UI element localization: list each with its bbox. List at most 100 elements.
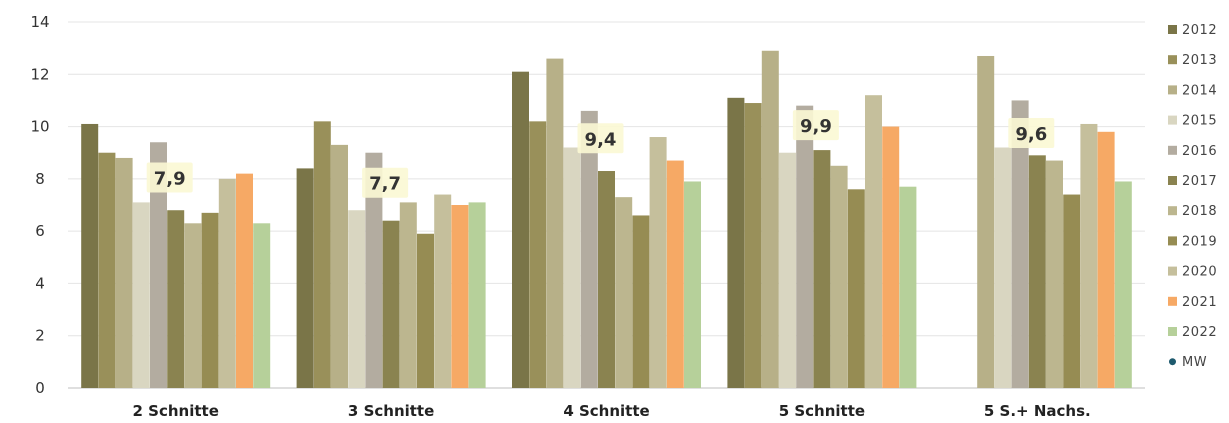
bar-2019-3 [847, 189, 865, 388]
legend-swatch-2012 [1168, 25, 1177, 34]
x-category-label: 4 Schnitte [563, 402, 649, 420]
legend-label: 2014 [1182, 83, 1217, 98]
bar-2013-1 [313, 121, 331, 388]
legend-label: 2021 [1182, 295, 1217, 310]
legend: 2012 2013 2014 2015 2016 2017 2018 2019 2020 2021… [1168, 23, 1217, 370]
legend-swatch-2019 [1168, 236, 1177, 246]
legend-label: 2022 [1182, 325, 1217, 340]
legend-swatch-2020 [1168, 266, 1177, 276]
bar-2016-3 [796, 105, 814, 389]
legend-label: 2018 [1182, 204, 1217, 219]
y-axis: 0 2 4 6 8 10 12 14 [30, 13, 49, 397]
bar-2014-0 [115, 157, 133, 388]
legend-label: MW [1182, 355, 1207, 370]
bar-2022-1 [468, 202, 486, 388]
bar-2016-0 [150, 142, 167, 388]
bar-2019-2 [632, 215, 650, 388]
y-tick-label: 4 [35, 274, 45, 292]
legend-swatch-2018 [1168, 206, 1177, 216]
bar-2012-2 [512, 71, 529, 389]
bar-2018-2 [615, 197, 633, 388]
x-category-label: 5 Schnitte [779, 402, 865, 420]
bar-2017-3 [813, 150, 831, 388]
bar-2012-0 [81, 123, 99, 388]
bar-2018-0 [184, 223, 202, 388]
mean-value-label: 9,6 [1015, 124, 1047, 145]
bar-2015-3 [779, 152, 796, 388]
legend-swatch-2021 [1168, 296, 1177, 306]
legend-swatch-2017 [1168, 176, 1177, 185]
bar-2013-2 [529, 121, 547, 388]
bar-2016-1 [365, 152, 383, 388]
bar-2020-1 [434, 194, 452, 388]
y-tick-label: 12 [30, 65, 49, 83]
bar-2018-4 [1046, 160, 1063, 388]
bar-2015-2 [563, 147, 581, 388]
y-tick-label: 14 [30, 13, 49, 31]
y-tick-label: 8 [35, 170, 45, 188]
legend-label: 2012 [1182, 23, 1217, 38]
bar-2021-2 [666, 160, 684, 388]
bar-2014-3 [761, 50, 779, 388]
bars [81, 50, 1132, 389]
y-tick-label: 0 [35, 379, 45, 397]
bar-2013-0 [98, 152, 116, 388]
legend-label: 2017 [1182, 174, 1217, 189]
legend-swatch-2016 [1168, 145, 1177, 155]
legend-swatch-2015 [1168, 115, 1177, 125]
bar-2020-2 [649, 137, 667, 388]
x-axis: 2 Schnitte 3 Schnitte 4 Schnitte 5 Schnitte… [133, 402, 1091, 420]
bar-2021-1 [451, 205, 469, 388]
bar-2014-1 [331, 144, 348, 388]
bar-2019-0 [201, 212, 219, 388]
bar-2022-3 [899, 186, 917, 388]
bar-2012-1 [296, 168, 314, 388]
bar-2022-4 [1114, 181, 1132, 388]
bar-2021-4 [1097, 131, 1115, 389]
bar-2017-1 [382, 220, 400, 388]
legend-label: 2015 [1182, 114, 1217, 129]
bar-2019-1 [417, 233, 434, 388]
mean-value-label: 9,9 [800, 116, 832, 137]
y-tick-label: 10 [30, 118, 49, 136]
mean-label-box [1008, 118, 1055, 149]
bar-2015-0 [132, 202, 150, 388]
mean-value-label: 7,9 [154, 168, 186, 189]
legend-swatch-2013 [1168, 55, 1177, 65]
legend-marker-mw [1169, 358, 1176, 366]
bar-2022-0 [253, 223, 271, 388]
bar-2014-2 [546, 58, 564, 388]
bar-2022-2 [684, 181, 701, 388]
bar-2013-3 [744, 103, 762, 389]
bar-2016-4 [1011, 100, 1029, 388]
legend-swatch-2022 [1168, 327, 1177, 336]
mean-label-box [146, 162, 193, 193]
bar-2020-4 [1080, 123, 1098, 388]
bar-2015-1 [348, 210, 366, 388]
mean-value-labels: 7,9 7,7 9,4 9,9 9,6 [146, 110, 1055, 198]
mean-label-box [362, 167, 409, 198]
legend-label: 2013 [1182, 53, 1217, 68]
bar-2014-4 [977, 55, 995, 388]
bar-2017-0 [167, 210, 185, 388]
y-tick-label: 2 [35, 327, 45, 345]
x-category-label: 2 Schnitte [133, 402, 219, 420]
mean-label-box [577, 123, 624, 154]
legend-swatch-2014 [1168, 85, 1177, 95]
bar-2016-2 [580, 110, 598, 388]
bar-2017-2 [598, 171, 615, 388]
legend-label: 2016 [1182, 144, 1217, 159]
bar-2021-3 [882, 126, 900, 389]
legend-label: 2020 [1182, 265, 1217, 280]
bar-2021-0 [236, 173, 253, 388]
x-category-label: 5 S.+ Nachs. [984, 402, 1091, 420]
x-category-label: 3 Schnitte [348, 402, 434, 420]
bar-2018-1 [399, 202, 417, 388]
mean-value-label: 9,4 [585, 129, 617, 150]
mean-label-box [792, 110, 839, 141]
mean-value-label: 7,7 [369, 174, 401, 195]
bar-2015-4 [994, 147, 1012, 388]
bar-2019-4 [1063, 194, 1081, 388]
y-tick-label: 6 [35, 222, 45, 240]
